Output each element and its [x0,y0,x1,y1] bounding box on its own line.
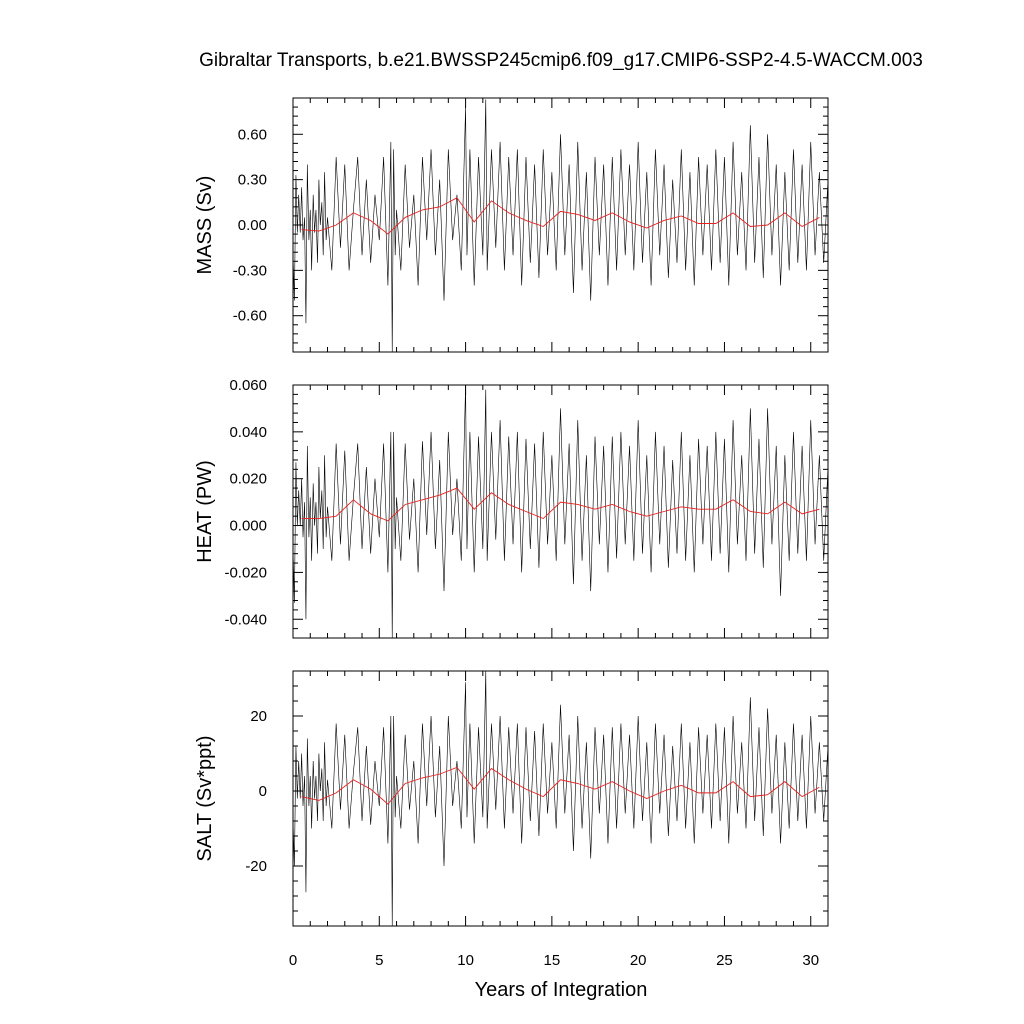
x-tick-label: 30 [802,952,819,969]
plot-frame [292,384,829,639]
y-tick-label: 0.020 [229,471,267,488]
y-tick-label: -0.30 [233,262,267,279]
series-group [293,671,828,926]
y-tick-label: 0 [259,783,267,800]
figure-title: Gibraltar Transports, b.e21.BWSSP245cmip… [199,50,923,71]
panels-group: 0.60 0.30 0.00 -0.30 -0.60 MASS (Sv) 0.060 0.04… [194,97,829,969]
x-tick-label: 0 [289,952,297,969]
monthly-series-line [293,385,828,638]
x-tick-label: 5 [375,952,383,969]
x-tick-label: 15 [544,952,561,969]
y-tick-label: -0.040 [224,611,267,628]
y-tick-label: 0.60 [238,126,267,143]
y-tick-label: 0.060 [229,377,267,394]
running-mean-line [301,487,820,522]
y-axis-label: MASS (Sv) [194,176,216,275]
y-axis-label: HEAT (PW) [194,460,216,563]
panel-2: 0.060 0.040 0.020 0.000 -0.020 -0.040 HEAT (PW… [194,377,829,639]
y-tick-label: -20 [245,858,267,875]
panel-1: 0.60 0.30 0.00 -0.30 -0.60 MASS (Sv) [194,97,829,353]
x-tick-label: 25 [716,952,733,969]
y-tick-label: 0.30 [238,172,267,189]
monthly-series-line [293,671,828,926]
plot-frame [292,670,829,927]
y-tick-label: -0.020 [224,564,267,581]
y-tick-label: -0.60 [233,308,267,325]
x-tick-label: 10 [457,952,474,969]
x-tick-label: 20 [630,952,647,969]
y-tick-label: 20 [250,708,267,725]
y-axis-label: SALT (Sv*ppt) [194,736,216,862]
panel-3: 20 0 -20 0 5 10 15 20 25 30 SALT (Sv*ppt) [194,670,829,969]
y-tick-label: 0.040 [229,424,267,441]
y-tick-label: 0.00 [238,217,267,234]
x-axis-label: Years of Integration [475,979,648,1001]
series-group [293,99,828,352]
monthly-series-line [293,99,828,352]
running-mean-line [301,197,820,235]
y-tick-label: 0.000 [229,518,267,535]
running-mean-line [301,766,820,805]
series-group [293,385,828,638]
